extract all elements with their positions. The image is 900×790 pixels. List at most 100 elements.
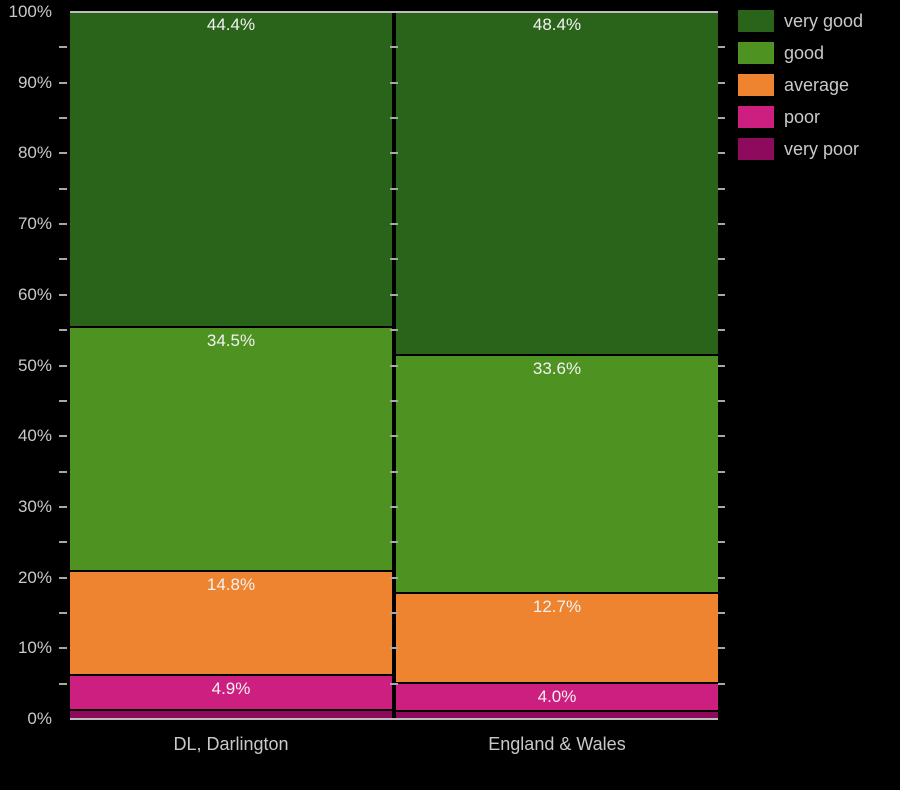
axis-tick	[718, 364, 725, 367]
axis-tick	[390, 505, 398, 508]
legend-swatch-very-poor	[738, 138, 774, 160]
bar-column-darlington: 4.9% 14.8% 34.5% 44.4%	[70, 12, 392, 719]
axis-tick	[390, 46, 398, 49]
axis-tick	[718, 576, 725, 579]
legend-label-average: average	[784, 74, 850, 95]
y-tick-label: 50%	[17, 355, 52, 375]
segment-value-label: 33.6%	[532, 359, 582, 379]
axis-tick	[59, 647, 67, 650]
bar-segment-good: 34.5%	[70, 325, 392, 570]
axis-tick	[59, 682, 67, 685]
axis-tick	[59, 152, 67, 155]
y-tick-label: 0%	[27, 709, 52, 728]
axis-tick	[59, 293, 67, 296]
axis-tick	[59, 399, 67, 402]
y-tick-label: 10%	[17, 638, 52, 658]
axis-tick	[59, 81, 67, 84]
legend-item-average: average	[738, 74, 863, 96]
plot-area: 4.9% 14.8% 34.5% 44.4% 4.0% 12.7% 33.6% 48.4%	[70, 12, 718, 719]
legend-label-good: good	[784, 42, 825, 63]
legend-item-very-good: very good	[738, 10, 863, 32]
legend: very good good average poor very poor	[738, 10, 863, 170]
bar-column-england-wales: 4.0% 12.7% 33.6% 48.4%	[396, 12, 718, 719]
legend-item-poor: poor	[738, 106, 863, 128]
axis-tick	[718, 152, 725, 155]
segment-value-label: 12.7%	[532, 596, 582, 616]
axis-tick	[59, 364, 67, 367]
axis-tick	[390, 329, 398, 332]
y-tick-label: 70%	[17, 214, 52, 234]
axis-tick	[390, 364, 398, 367]
axis-tick	[718, 682, 725, 685]
y-tick-label: 100%	[8, 2, 52, 21]
axis-tick	[390, 81, 398, 84]
segment-value-label: 48.4%	[532, 15, 582, 35]
axis-tick	[59, 435, 67, 438]
bar-segment-good: 33.6%	[396, 354, 718, 592]
bar-segment-average: 14.8%	[70, 569, 392, 675]
axis-tick	[390, 399, 398, 402]
bar-segment-average: 12.7%	[396, 591, 718, 682]
legend-swatch-very-good	[738, 10, 774, 32]
axis-tick	[718, 435, 725, 438]
axis-tick	[59, 505, 67, 508]
legend-label-poor: poor	[784, 106, 821, 127]
axis-tick	[390, 541, 398, 544]
x-axis-label-england-wales: England & Wales	[488, 734, 626, 754]
axis-tick	[59, 117, 67, 120]
axis-tick	[59, 223, 67, 226]
y-tick-label: 90%	[17, 72, 52, 92]
axis-tick	[718, 117, 725, 120]
axis-tick	[59, 470, 67, 473]
axis-tick	[718, 46, 725, 49]
axis-tick	[718, 611, 725, 614]
axis-tick	[718, 81, 725, 84]
segment-value-label: 14.8%	[206, 574, 256, 594]
axis-tick	[390, 611, 398, 614]
axis-tick	[59, 576, 67, 579]
legend-swatch-good	[738, 42, 774, 64]
axis-tick	[390, 576, 398, 579]
axis-tick	[390, 647, 398, 650]
y-tick-label: 80%	[17, 143, 52, 163]
bar-segment-very-poor	[70, 709, 392, 719]
y-tick-label: 60%	[17, 284, 52, 304]
y-tick-label: 40%	[17, 426, 52, 446]
axis-tick	[59, 329, 67, 332]
axis-tick	[718, 187, 725, 190]
axis-tick	[59, 46, 67, 49]
axis-tick	[718, 541, 725, 544]
segment-value-label: 44.4%	[206, 15, 256, 35]
bar-segment-very-good: 44.4%	[70, 12, 392, 326]
axis-tick	[59, 541, 67, 544]
axis-tick	[390, 223, 398, 226]
x-axis-label-darlington: DL, Darlington	[173, 734, 289, 754]
y-tick-label: 20%	[17, 567, 52, 587]
axis-tick	[390, 117, 398, 120]
bottom-axis-line	[70, 718, 718, 720]
bar-segment-very-poor	[396, 709, 718, 719]
axis-tick	[59, 187, 67, 190]
axis-tick	[390, 293, 398, 296]
axis-tick	[59, 611, 67, 614]
legend-label-very-poor: very poor	[784, 138, 860, 159]
axis-tick	[718, 293, 725, 296]
axis-tick	[390, 682, 398, 685]
axis-tick	[718, 647, 725, 650]
bar-segment-very-good: 48.4%	[396, 12, 718, 355]
top-axis-line	[70, 11, 718, 13]
legend-item-good: good	[738, 42, 863, 64]
axis-tick	[390, 258, 398, 261]
axis-tick	[718, 470, 725, 473]
legend-swatch-average	[738, 74, 774, 96]
legend-swatch-poor	[738, 106, 774, 128]
axis-tick	[718, 223, 725, 226]
y-tick-label: 30%	[17, 496, 52, 516]
segment-value-label: 4.0%	[537, 686, 577, 706]
axis-tick	[718, 505, 725, 508]
axis-tick	[390, 152, 398, 155]
axis-tick	[59, 258, 67, 261]
axis-tick	[390, 435, 398, 438]
axis-tick	[718, 399, 725, 402]
